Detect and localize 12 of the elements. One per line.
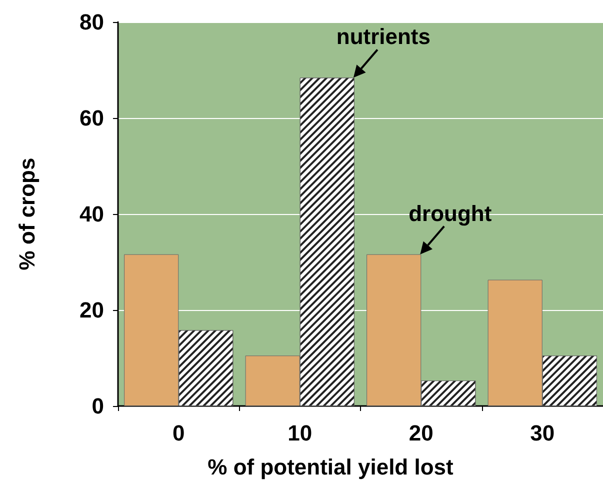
- y-tick-label: 80: [80, 10, 104, 34]
- y-tick-label: 20: [80, 298, 104, 322]
- y-axis-title: % of crops: [14, 158, 40, 270]
- annotation: nutrients: [336, 24, 430, 50]
- x-tick-label: 20: [408, 420, 434, 446]
- x-tick-label: 30: [530, 420, 555, 446]
- y-tick-label: 40: [80, 202, 104, 226]
- y-tick-label: 0: [92, 394, 104, 418]
- x-tick-label: 0: [172, 420, 185, 446]
- x-axis-title: % of potential yield lost: [208, 454, 454, 480]
- x-tick-label: 10: [288, 420, 312, 446]
- y-tick-label: 60: [80, 106, 104, 130]
